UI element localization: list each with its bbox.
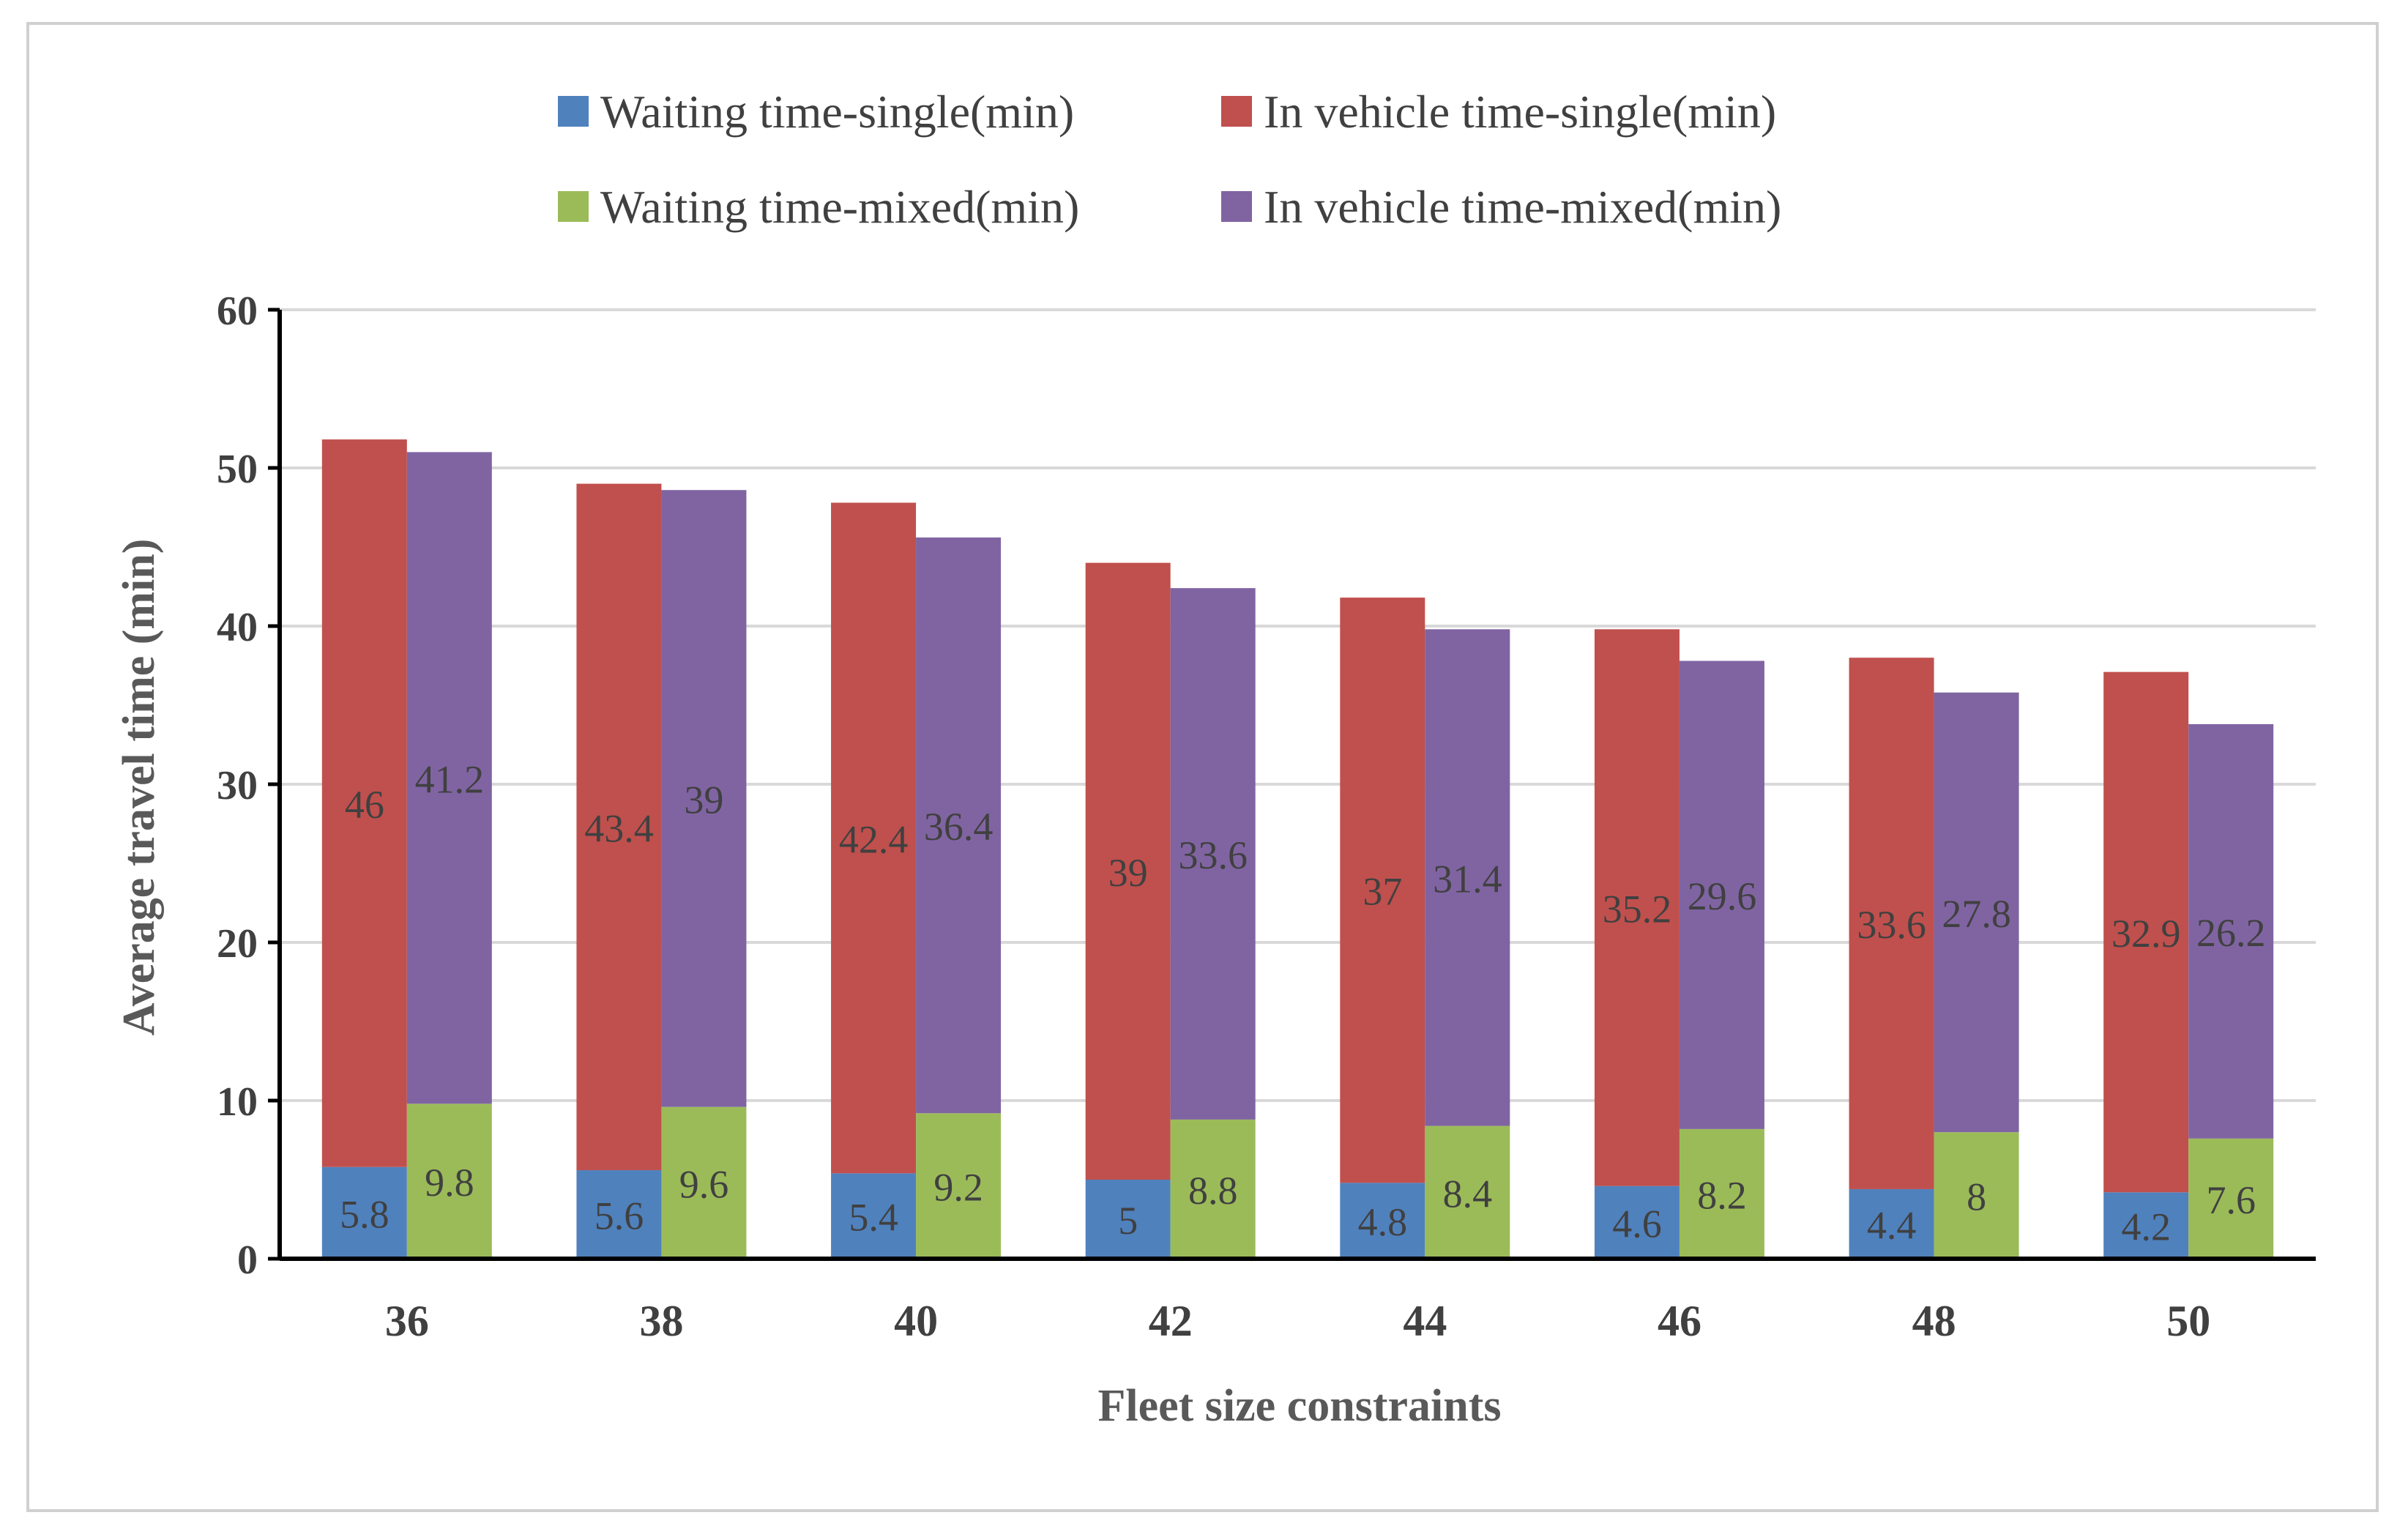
bar-segment: [1849, 1188, 1934, 1259]
data-labels: 5.8 46 9.8 41.2 5.6 43.4 9.6 39 5.4 42.4 9.2 36.4 5 3…: [340, 757, 2265, 1248]
bar-segment: [1679, 660, 1764, 1129]
data-label: 36.4: [924, 805, 994, 849]
data-label: 8.2: [1697, 1173, 1747, 1217]
x-tick-label: 40: [894, 1297, 938, 1345]
data-label: 8.8: [1188, 1169, 1238, 1213]
data-label: 43.4: [584, 806, 654, 850]
bar-segment: [576, 483, 662, 1171]
axes: 0 10 20 30 40 50 60 36 38 40 42 44 46 48 50: [217, 289, 2316, 1345]
bar-segment: [1170, 1119, 1256, 1259]
legend-swatch: [1221, 96, 1252, 127]
bar-segment: [1085, 1180, 1171, 1259]
x-tick-label: 42: [1149, 1297, 1193, 1345]
bar-segment: [2103, 1192, 2189, 1259]
bar-segment: [1934, 692, 2019, 1133]
y-tick-label: 50: [217, 447, 258, 492]
x-tick-label: 44: [1403, 1297, 1447, 1345]
data-label: 9.8: [425, 1161, 474, 1205]
bar-segment: [661, 490, 747, 1107]
x-axis-title: Fleet size constraints: [1098, 1381, 1502, 1431]
data-label: 39: [1108, 851, 1148, 895]
data-label: 31.4: [1433, 857, 1502, 901]
bars: [321, 439, 2274, 1259]
bar-segment: [1340, 598, 1425, 1183]
legend-entry: Waiting time-mixed(min): [600, 181, 1079, 233]
data-label: 33.6: [1178, 833, 1248, 877]
data-label: 33.6: [1857, 903, 1926, 947]
bar-segment: [406, 452, 492, 1104]
y-tick-label: 40: [217, 605, 258, 650]
y-tick-label: 60: [217, 289, 258, 334]
data-label: 5.4: [849, 1196, 898, 1240]
bar-segment: [916, 1113, 1002, 1259]
x-tick-label: 36: [385, 1297, 429, 1345]
bar-segment: [1085, 562, 1171, 1180]
bar-segment: [831, 1173, 917, 1259]
x-tick-label: 48: [1912, 1297, 1956, 1345]
bar-segment: [321, 1166, 407, 1259]
y-tick-label: 10: [217, 1079, 258, 1125]
data-label: 4.4: [1867, 1203, 1917, 1247]
legend-entry: Waiting time-single(min): [600, 86, 1074, 138]
legend: Waiting time-single(min) In vehicle time-…: [558, 86, 1781, 233]
bar-segment: [2188, 723, 2274, 1139]
bar-segment: [2188, 1138, 2274, 1259]
data-label: 9.6: [679, 1162, 729, 1206]
data-label: 5: [1118, 1199, 1138, 1243]
bar-segment: [1425, 1125, 1510, 1259]
bar-segment: [831, 502, 917, 1174]
bar-segment: [1340, 1183, 1425, 1259]
bar-segment: [1170, 588, 1256, 1120]
legend-entry: In vehicle time-mixed(min): [1264, 181, 1781, 233]
data-label: 5.6: [594, 1194, 644, 1238]
data-label: 35.2: [1603, 887, 1672, 931]
data-label: 32.9: [2111, 912, 2181, 956]
legend-swatch: [558, 191, 589, 222]
data-label: 42.4: [839, 817, 909, 861]
bar-segment: [406, 1104, 492, 1259]
bar-segment: [1679, 1128, 1764, 1259]
data-label: 37: [1363, 870, 1402, 914]
legend-swatch: [1221, 191, 1252, 222]
data-label: 9.2: [933, 1166, 983, 1210]
bar-segment: [321, 439, 407, 1167]
x-tick-label: 38: [639, 1297, 683, 1345]
data-label: 4.2: [2121, 1205, 2171, 1249]
data-label: 27.8: [1942, 892, 2011, 936]
data-label: 8: [1967, 1175, 1986, 1219]
bar-segment: [2103, 671, 2189, 1193]
y-tick-label: 30: [217, 763, 258, 808]
bar-segment: [661, 1106, 747, 1259]
y-axis-title: Average travel time (min): [114, 539, 164, 1036]
bar-segment: [1934, 1132, 2019, 1259]
data-label: 8.4: [1443, 1172, 1493, 1216]
data-label: 5.8: [340, 1192, 389, 1236]
data-label: 26.2: [2196, 911, 2266, 955]
data-label: 41.2: [415, 757, 485, 801]
legend-entry: In vehicle time-single(min): [1264, 86, 1776, 138]
data-label: 29.6: [1688, 874, 1757, 918]
bar-segment: [1425, 629, 1510, 1126]
y-tick-label: 20: [217, 921, 258, 967]
x-tick-label: 46: [1658, 1297, 1701, 1345]
bar-segment: [1594, 1186, 1680, 1259]
y-tick-label: 0: [237, 1238, 258, 1283]
data-label: 39: [684, 778, 723, 822]
bar-segment: [1594, 629, 1680, 1186]
bar-segment: [1849, 658, 1934, 1189]
legend-swatch: [558, 96, 589, 127]
bar-segment: [576, 1170, 662, 1259]
bar-segment: [916, 537, 1002, 1114]
data-label: 46: [345, 783, 384, 827]
x-tick-label: 50: [2166, 1297, 2210, 1345]
data-label: 4.8: [1358, 1200, 1408, 1244]
data-label: 4.6: [1612, 1202, 1662, 1246]
data-label: 7.6: [2206, 1178, 2256, 1222]
